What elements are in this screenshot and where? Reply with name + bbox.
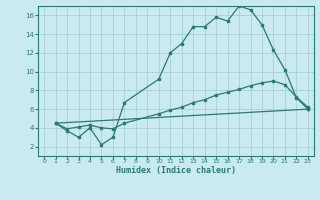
X-axis label: Humidex (Indice chaleur): Humidex (Indice chaleur)	[116, 166, 236, 175]
